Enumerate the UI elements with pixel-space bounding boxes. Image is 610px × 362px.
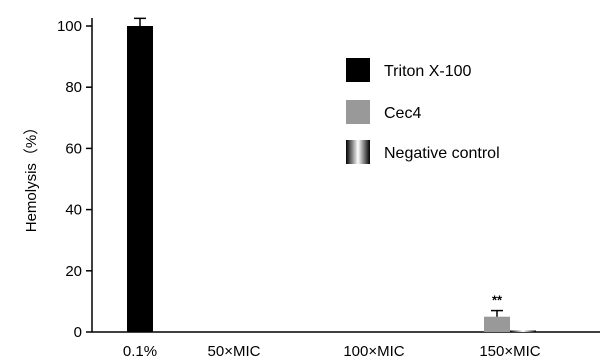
- x-category-label: 150×MIC: [479, 343, 540, 360]
- y-tick-label: 0: [74, 324, 82, 341]
- y-tick-label: 100: [57, 18, 82, 35]
- bar-triton-x-100: [127, 26, 153, 332]
- y-tick-label: 80: [65, 79, 82, 96]
- y-tick-label: 60: [65, 140, 82, 157]
- y-tick-label: 40: [65, 202, 82, 219]
- bar-cec4: [484, 316, 510, 332]
- significance-marker: **: [492, 293, 503, 308]
- y-tick-label: 20: [65, 263, 82, 280]
- x-category-label: 50×MIC: [208, 343, 261, 360]
- legend-label-triton: Triton X-100: [384, 63, 472, 80]
- x-category-label: 100×MIC: [343, 343, 404, 360]
- x-category-label: 0.1%: [123, 343, 157, 360]
- y-axis-title: Hemolysis（%）: [23, 120, 40, 233]
- legend-label-negative-control: Negative control: [384, 145, 500, 162]
- legend-swatch-triton: [346, 58, 370, 82]
- legend-swatch-negative-control: [346, 140, 370, 164]
- legend: Triton X-100 Cec4 Negative control: [346, 58, 500, 164]
- legend-swatch-cec4: [346, 100, 370, 124]
- bar-negative-control: [510, 330, 536, 332]
- legend-label-cec4: Cec4: [384, 105, 421, 122]
